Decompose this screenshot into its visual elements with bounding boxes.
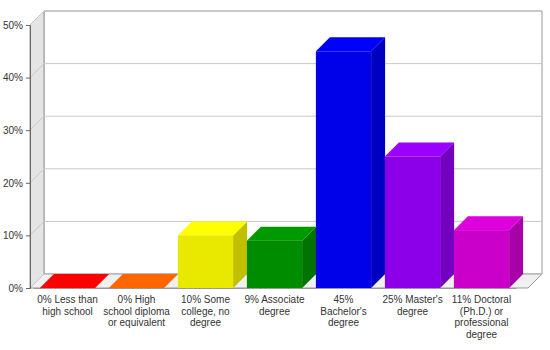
walls bbox=[30, 11, 542, 288]
grid-line bbox=[44, 168, 542, 169]
bar-front bbox=[316, 51, 371, 288]
bar-side bbox=[440, 143, 454, 289]
bar bbox=[385, 143, 454, 289]
tick-label: 30% bbox=[3, 125, 23, 136]
bar bbox=[454, 216, 523, 288]
grid-line bbox=[30, 169, 44, 183]
bar-top bbox=[385, 143, 454, 157]
grid-line bbox=[44, 63, 542, 64]
bar-top bbox=[178, 221, 247, 235]
axis-line bbox=[26, 26, 31, 289]
grid-line bbox=[30, 11, 44, 25]
tick-mark bbox=[26, 288, 30, 289]
bar bbox=[247, 227, 316, 288]
bar-top bbox=[109, 274, 178, 288]
tick-label: 10% bbox=[3, 230, 23, 241]
bars bbox=[40, 37, 523, 288]
tick-label: 0% bbox=[9, 283, 24, 294]
bar bbox=[109, 274, 178, 288]
bar-top bbox=[316, 37, 385, 51]
tick-mark bbox=[26, 25, 30, 26]
tick-label: 50% bbox=[3, 20, 23, 31]
tick: 10% Somecollege, nodegree bbox=[181, 294, 230, 328]
tick: 9% Associatedegree bbox=[244, 294, 304, 317]
bar-front bbox=[454, 230, 509, 288]
tick: 20% bbox=[3, 178, 30, 189]
grid-line bbox=[44, 11, 542, 12]
bar bbox=[40, 274, 109, 288]
tick-mark bbox=[26, 235, 30, 236]
tick: 0% bbox=[9, 283, 30, 294]
left-wall bbox=[30, 11, 44, 288]
grid-line bbox=[30, 64, 44, 78]
tick-label: 0% Less thanhigh school bbox=[37, 294, 98, 317]
tick: 10% bbox=[3, 230, 30, 241]
tick-label: 9% Associatedegree bbox=[244, 294, 304, 317]
tick-label: 20% bbox=[3, 178, 23, 189]
tick: 50% bbox=[3, 20, 30, 31]
tick-label: 25% Master'sdegree bbox=[382, 294, 442, 317]
tick: 30% bbox=[3, 125, 30, 136]
tick: 40% bbox=[3, 72, 30, 83]
chart: 0% 10% 20% 30% 40% 50% 0% Less thanhigh school… bbox=[0, 0, 550, 350]
bar bbox=[178, 221, 247, 288]
grid-line bbox=[30, 221, 44, 235]
bar bbox=[316, 37, 385, 288]
bar-front bbox=[178, 235, 233, 288]
tick-label: 11% Doctoral(Ph.D.) orprofessionaldegree bbox=[452, 294, 511, 340]
bar-top bbox=[247, 227, 316, 241]
grid bbox=[30, 11, 542, 288]
tick: 25% Master'sdegree bbox=[382, 294, 442, 317]
axis-line bbox=[34, 288, 517, 289]
tick: 45%Bachelor'sdegree bbox=[320, 294, 366, 328]
bar-side bbox=[371, 37, 385, 288]
tick-mark bbox=[26, 78, 30, 79]
grid-line bbox=[44, 116, 542, 117]
x-axis: 0% Less thanhigh school0% Highschool dip… bbox=[34, 289, 517, 340]
tick-label: 45%Bachelor'sdegree bbox=[320, 294, 366, 328]
tick-mark bbox=[26, 130, 30, 131]
bar-front bbox=[385, 157, 440, 289]
tick-mark bbox=[26, 183, 30, 184]
grid-line bbox=[30, 116, 44, 130]
tick-label: 40% bbox=[3, 72, 23, 83]
tick: 0% Highschool diplomaor equivalent bbox=[103, 294, 170, 328]
tick: 11% Doctoral(Ph.D.) orprofessionaldegree bbox=[452, 294, 511, 340]
y-axis: 0% 10% 20% 30% 40% 50% bbox=[3, 20, 31, 294]
bar-front bbox=[247, 241, 302, 288]
bar-top bbox=[40, 274, 109, 288]
bar-top bbox=[454, 216, 523, 230]
tick-label: 0% Highschool diplomaor equivalent bbox=[103, 294, 170, 328]
tick-label: 10% Somecollege, nodegree bbox=[181, 294, 230, 328]
tick: 0% Less thanhigh school bbox=[37, 294, 98, 317]
grid-line bbox=[30, 274, 44, 288]
